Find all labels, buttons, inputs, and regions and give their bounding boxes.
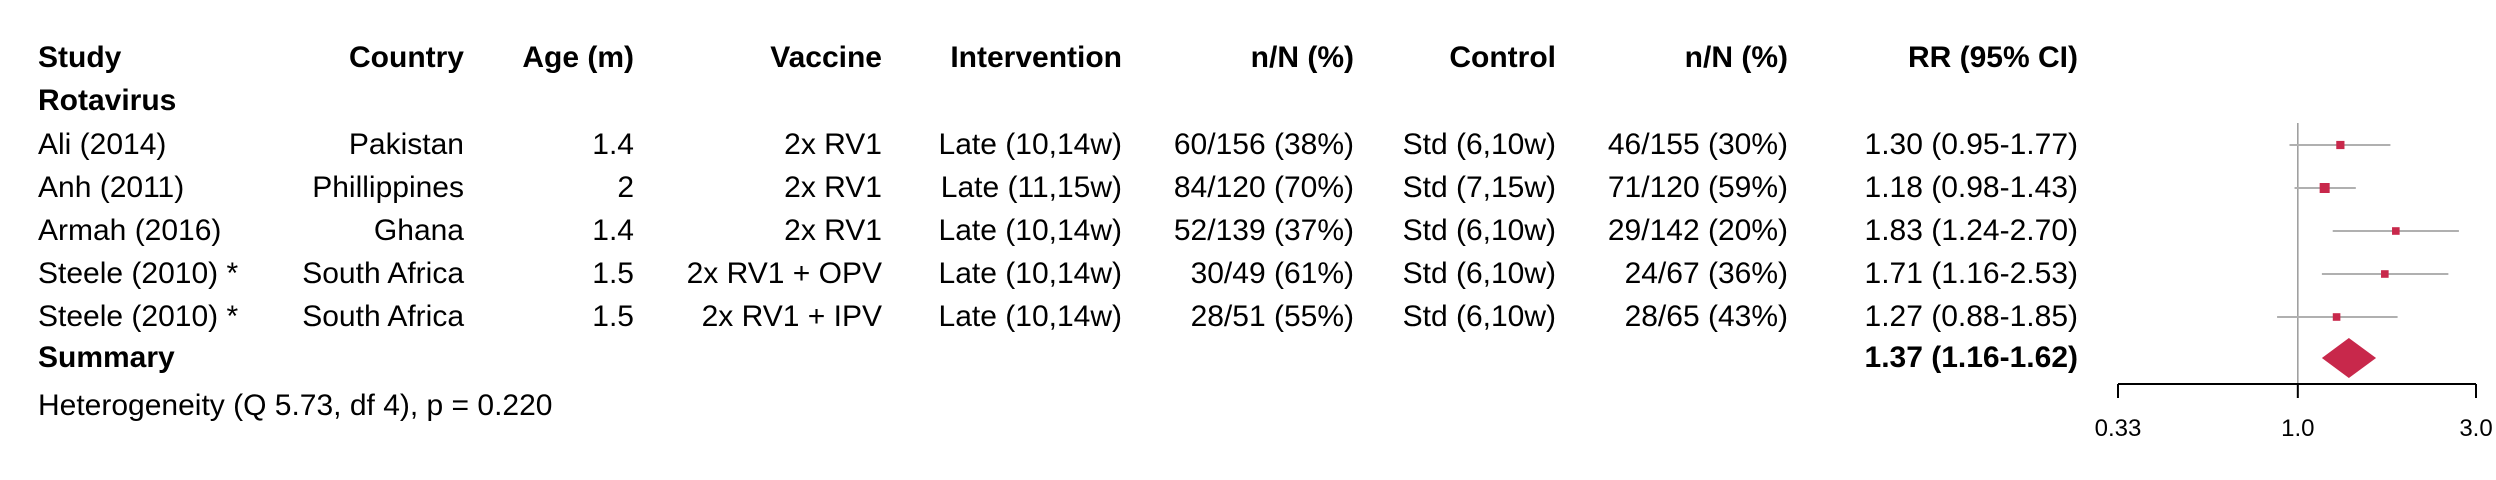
row-4-ctl_n: 28/65 (43%) bbox=[1624, 300, 1788, 333]
x-tick-label-0: 0.33 bbox=[2095, 415, 2142, 442]
row-4-study: Steele (2010) * bbox=[38, 300, 239, 333]
column-header-study: Study bbox=[38, 41, 122, 74]
row-2-control: Std (6,10w) bbox=[1402, 214, 1556, 247]
row-1-intervention: Late (11,15w) bbox=[940, 171, 1122, 204]
column-header-rr: RR (95% CI) bbox=[1907, 41, 2078, 74]
row-2-intervention: Late (10,14w) bbox=[938, 214, 1122, 247]
row-2-ctl_n: 29/142 (20%) bbox=[1607, 214, 1788, 247]
row-3-rr: 1.71 (1.16-2.53) bbox=[1864, 257, 2078, 290]
row-2-rr: 1.83 (1.24-2.70) bbox=[1864, 214, 2078, 247]
column-header-ctl_n: n/N (%) bbox=[1684, 41, 1788, 74]
column-header-country: Country bbox=[349, 41, 464, 74]
row-1-vaccine: 2x RV1 bbox=[784, 171, 882, 204]
row-1-country: Phillippines bbox=[312, 171, 464, 204]
row-0-country: Pakistan bbox=[348, 128, 464, 161]
x-tick-label-2: 3.0 bbox=[2459, 415, 2492, 442]
row-2-int_n: 52/139 (37%) bbox=[1173, 214, 1354, 247]
row-0-intervention: Late (10,14w) bbox=[938, 128, 1122, 161]
row-3-vaccine: 2x RV1 + OPV bbox=[686, 257, 882, 290]
summary-diamond bbox=[2321, 338, 2377, 378]
row-3-control: Std (6,10w) bbox=[1402, 257, 1556, 290]
row-3-country: South Africa bbox=[302, 257, 464, 290]
summary-label: Summary bbox=[38, 341, 175, 374]
column-header-int_n: n/N (%) bbox=[1250, 41, 1354, 74]
row-2-age: 1.4 bbox=[592, 214, 634, 247]
row-3-ctl_n: 24/67 (36%) bbox=[1624, 257, 1788, 290]
row-0-ctl_n: 46/155 (30%) bbox=[1607, 128, 1788, 161]
point-marker-4 bbox=[2332, 313, 2341, 321]
point-marker-2 bbox=[2392, 227, 2400, 235]
column-header-vaccine: Vaccine bbox=[770, 41, 882, 74]
row-1-control: Std (7,15w) bbox=[1402, 171, 1556, 204]
row-4-vaccine: 2x RV1 + IPV bbox=[701, 300, 882, 333]
row-4-control: Std (6,10w) bbox=[1402, 300, 1556, 333]
row-3-intervention: Late (10,14w) bbox=[938, 257, 1122, 290]
group-label-rotavirus: Rotavirus bbox=[38, 84, 177, 117]
row-3-int_n: 30/49 (61%) bbox=[1190, 257, 1354, 290]
point-marker-3 bbox=[2381, 270, 2389, 278]
row-2-country: Ghana bbox=[373, 214, 464, 247]
row-0-age: 1.4 bbox=[592, 128, 634, 161]
column-header-control: Control bbox=[1449, 41, 1556, 74]
column-header-age: Age (m) bbox=[522, 41, 634, 74]
row-4-country: South Africa bbox=[302, 300, 464, 333]
row-4-int_n: 28/51 (55%) bbox=[1190, 300, 1354, 333]
row-3-age: 1.5 bbox=[592, 257, 634, 290]
row-3-study: Steele (2010) * bbox=[38, 257, 239, 290]
heterogeneity-text: Heterogeneity (Q 5.73, df 4), p = 0.220 bbox=[38, 389, 553, 422]
row-1-age: 2 bbox=[617, 171, 634, 204]
column-header-intervention: Intervention bbox=[950, 41, 1122, 74]
row-1-rr: 1.18 (0.98-1.43) bbox=[1864, 171, 2078, 204]
row-0-rr: 1.30 (0.95-1.77) bbox=[1864, 128, 2078, 161]
row-4-rr: 1.27 (0.88-1.85) bbox=[1864, 300, 2078, 333]
point-marker-1 bbox=[2319, 183, 2330, 193]
x-tick-label-1: 1.0 bbox=[2281, 415, 2314, 442]
summary-rr: 1.37 (1.16-1.62) bbox=[1864, 341, 2078, 374]
row-1-ctl_n: 71/120 (59%) bbox=[1607, 171, 1788, 204]
row-4-age: 1.5 bbox=[592, 300, 634, 333]
row-4-intervention: Late (10,14w) bbox=[938, 300, 1122, 333]
row-0-int_n: 60/156 (38%) bbox=[1173, 128, 1354, 161]
row-2-study: Armah (2016) bbox=[38, 214, 222, 247]
row-0-vaccine: 2x RV1 bbox=[784, 128, 882, 161]
row-1-int_n: 84/120 (70%) bbox=[1173, 171, 1354, 204]
row-1-study: Anh (2011) bbox=[38, 171, 185, 204]
point-marker-0 bbox=[2336, 140, 2345, 150]
row-0-study: Ali (2014) bbox=[38, 128, 167, 161]
row-0-control: Std (6,10w) bbox=[1402, 128, 1556, 161]
row-2-vaccine: 2x RV1 bbox=[784, 214, 882, 247]
